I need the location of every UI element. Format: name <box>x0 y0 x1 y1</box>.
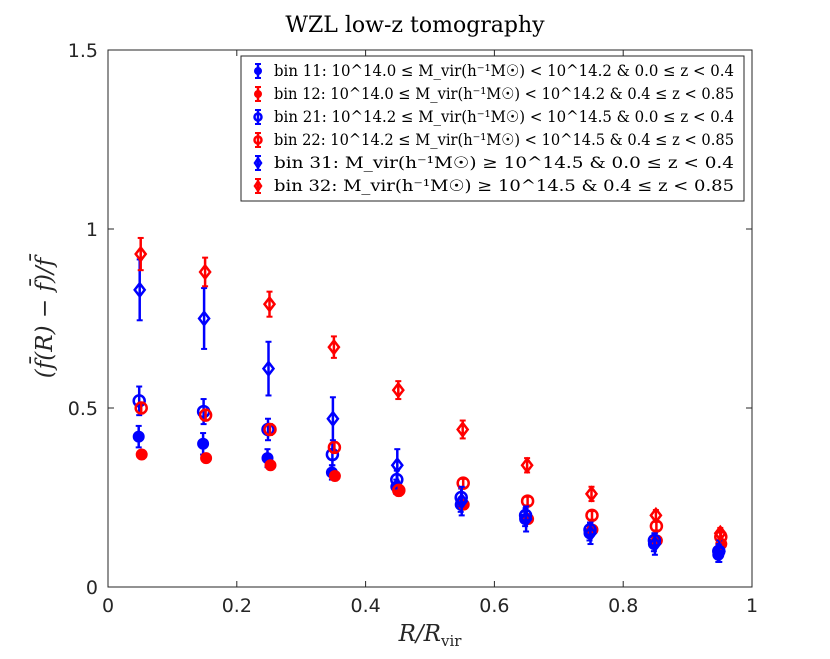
data-point <box>326 410 340 428</box>
data-point <box>456 420 470 439</box>
data-point <box>200 452 213 465</box>
legend-label: bin 11: 10^14.0 ≤ M_vir(h⁻¹M☉) < 10^14.2… <box>274 61 734 80</box>
y-tick-label: 0 <box>86 577 98 599</box>
data-point <box>712 542 726 560</box>
data-point <box>519 510 533 528</box>
data-point <box>197 309 211 328</box>
data-point <box>328 470 341 483</box>
x-tick-label: 1 <box>746 595 758 617</box>
legend-entry: bin 12: 10^14.0 ≤ M_vir(h⁻¹M☉) < 10^14.2… <box>254 84 734 103</box>
data-point <box>648 535 662 553</box>
data-point <box>263 422 277 437</box>
data-point <box>198 408 213 422</box>
data-point <box>132 394 146 408</box>
y-axis-label: (f̄(R) − f̄)/f̄ <box>30 253 58 378</box>
data-point <box>583 524 598 542</box>
x-tick-label: 0.2 <box>222 595 252 617</box>
data-points <box>132 236 728 563</box>
data-point <box>455 492 469 510</box>
legend-entry: bin 32: M_vir(h⁻¹M☉) ≥ 10^14.5 & 0.4 ≤ z… <box>253 176 734 195</box>
y-tick-label: 1.5 <box>68 40 98 62</box>
y-tick-label: 1 <box>86 219 98 241</box>
legend: bin 11: 10^14.0 ≤ M_vir(h⁻¹M☉) < 10^14.2… <box>240 55 745 202</box>
data-point <box>325 447 340 462</box>
chart-title: WZL low-z tomography <box>285 13 545 38</box>
legend-marker <box>254 90 262 98</box>
legend-marker <box>253 156 263 170</box>
legend-label: bin 32: M_vir(h⁻¹M☉) ≥ 10^14.5 & 0.4 ≤ z… <box>274 176 734 195</box>
legend-marker <box>253 135 263 145</box>
data-point <box>392 483 406 498</box>
data-point <box>584 485 599 503</box>
data-point <box>264 459 277 472</box>
data-point <box>649 506 663 524</box>
data-point <box>456 476 470 490</box>
axis-ticks: 0 0.2 0.4 0.6 0.8 1 0 0.5 1 1.5 <box>68 40 758 617</box>
legend-marker <box>253 179 263 193</box>
data-point <box>134 245 148 263</box>
legend-entry: bin 31: M_vir(h⁻¹M☉) ≥ 10^14.5 & 0.0 ≤ z… <box>253 153 734 172</box>
legend-label: bin 12: 10^14.0 ≤ M_vir(h⁻¹M☉) < 10^14.2… <box>274 84 734 103</box>
data-point <box>262 295 277 313</box>
data-point <box>134 401 148 415</box>
x-tick-label: 0 <box>102 595 114 617</box>
data-point <box>327 338 341 356</box>
data-point <box>198 263 212 281</box>
legend-marker <box>253 112 263 122</box>
x-tick-label: 0.6 <box>479 595 509 617</box>
legend-label: bin 31: M_vir(h⁻¹M☉) ≥ 10^14.5 & 0.0 ≤ z… <box>274 153 734 172</box>
y-tick-label: 0.5 <box>68 398 98 420</box>
data-point <box>390 456 404 474</box>
data-point <box>520 456 534 474</box>
x-tick-label: 0.4 <box>350 595 380 617</box>
data-point <box>391 381 405 399</box>
x-tick-label: 0.8 <box>608 595 638 617</box>
legend-box <box>240 55 745 202</box>
data-point <box>327 440 342 455</box>
data-point <box>713 524 727 542</box>
legend-entry: bin 22: 10^14.2 ≤ M_vir(h⁻¹M☉) < 10^14.5… <box>253 130 734 149</box>
legend-label: bin 22: 10^14.2 ≤ M_vir(h⁻¹M☉) < 10^14.5… <box>274 130 734 149</box>
legend-entry: bin 21: 10^14.2 ≤ M_vir(h⁻¹M☉) < 10^14.5… <box>253 107 734 126</box>
x-axis-label: R/Rvir <box>398 621 463 650</box>
data-point <box>197 437 210 450</box>
legend-marker <box>254 67 262 75</box>
data-point <box>133 281 147 299</box>
data-point <box>135 448 148 461</box>
data-point <box>132 430 145 443</box>
series-6 <box>134 236 727 542</box>
data-point <box>585 508 599 523</box>
data-point <box>261 360 276 378</box>
legend-entry: bin 11: 10^14.0 ≤ M_vir(h⁻¹M☉) < 10^14.2… <box>254 61 734 80</box>
legend-label: bin 21: 10^14.2 ≤ M_vir(h⁻¹M☉) < 10^14.5… <box>274 107 734 126</box>
